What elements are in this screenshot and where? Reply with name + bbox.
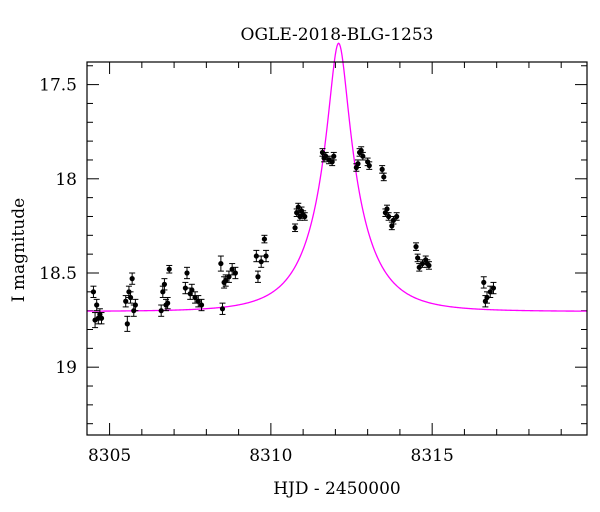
- data-point: [218, 260, 224, 267]
- data-point: [129, 276, 135, 282]
- data-point: [490, 285, 497, 291]
- y-tick-label: 19: [55, 358, 77, 378]
- data-point: [355, 161, 361, 167]
- data-point: [160, 289, 166, 295]
- data-point: [229, 266, 235, 272]
- data-point: [484, 294, 490, 301]
- data-point: [294, 210, 300, 216]
- data-point: [384, 206, 390, 212]
- data-point: [379, 166, 385, 172]
- data-point: [219, 306, 226, 312]
- data-point: [331, 153, 337, 159]
- data-point: [358, 147, 364, 154]
- x-tick-label: 8315: [411, 446, 454, 466]
- data-point: [487, 289, 493, 295]
- data-point: [413, 244, 419, 250]
- y-axis-label: I magnitude: [9, 198, 29, 302]
- data-point: [426, 262, 432, 269]
- data-point: [158, 308, 164, 314]
- model-curve-layer: [86, 42, 587, 312]
- data-point: [166, 266, 172, 272]
- data-point: [192, 294, 198, 301]
- data-point: [182, 285, 188, 291]
- x-axis-label: HJD - 2450000: [273, 479, 401, 499]
- data-point: [386, 213, 392, 220]
- data-point: [481, 279, 487, 286]
- data-point: [184, 270, 190, 276]
- data-point: [323, 153, 329, 159]
- data-point: [263, 253, 269, 259]
- model-curve: [86, 42, 587, 312]
- data-point: [132, 302, 138, 308]
- y-tick-label: 17.5: [39, 76, 77, 96]
- data-point: [416, 264, 422, 270]
- data-point: [319, 149, 326, 156]
- x-tick-label: 8310: [249, 446, 292, 466]
- data-point: [123, 298, 129, 304]
- data-point: [295, 204, 301, 210]
- data-point: [232, 270, 238, 276]
- data-point: [389, 223, 395, 229]
- data-point: [226, 274, 232, 280]
- y-tick-label: 18.5: [39, 264, 77, 284]
- data-point: [360, 153, 366, 159]
- data-point: [223, 277, 229, 284]
- x-tick-label: 8305: [88, 446, 131, 466]
- data-point: [261, 236, 268, 242]
- data-point: [94, 302, 100, 308]
- data-point: [258, 259, 264, 265]
- data-point: [124, 321, 130, 327]
- data-point: [419, 260, 426, 267]
- data-point: [253, 253, 259, 259]
- data-point: [302, 213, 308, 220]
- data-point: [198, 302, 205, 308]
- data-point: [165, 300, 171, 306]
- data-point: [390, 217, 397, 223]
- chart-title: OGLE-2018-BLG-1253: [241, 25, 434, 45]
- plot-frame: [86, 61, 588, 436]
- data-point: [98, 315, 105, 321]
- data-point: [415, 255, 421, 261]
- data-point: [292, 225, 298, 231]
- data-point: [161, 281, 168, 287]
- data-point: [195, 298, 201, 304]
- data-points-layer: [90, 146, 497, 332]
- data-point: [366, 163, 372, 169]
- data-point: [381, 174, 387, 180]
- data-point: [329, 159, 335, 165]
- axes: 8305 8310 8315 17.5 18 18.5 19: [39, 62, 587, 466]
- data-point: [255, 274, 261, 280]
- data-point: [90, 289, 97, 295]
- data-point: [394, 213, 400, 220]
- y-tick-label: 18: [55, 170, 77, 190]
- data-point: [127, 294, 134, 301]
- data-point: [189, 287, 195, 293]
